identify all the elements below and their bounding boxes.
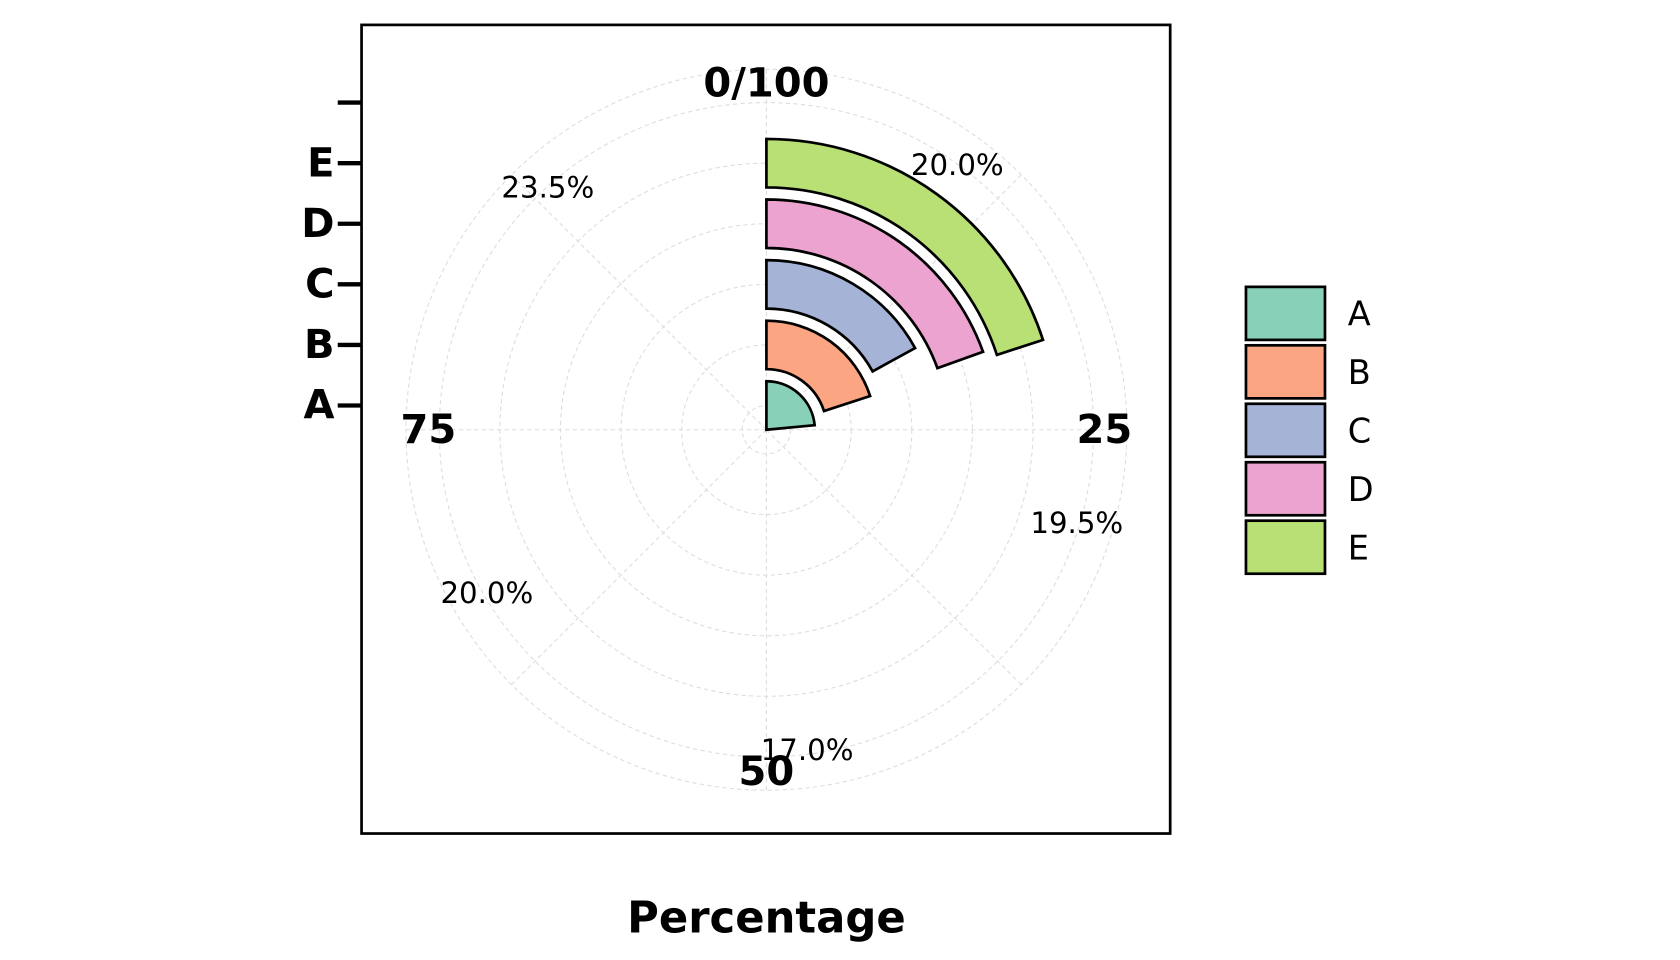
legend-swatch (1244, 402, 1327, 459)
legend-label: C (1348, 412, 1371, 451)
value-label: 23.5% (501, 171, 594, 205)
legend-swatch (1244, 343, 1327, 400)
r-tick-label: C (305, 262, 334, 308)
r-tick-label: B (304, 322, 335, 368)
bar (765, 319, 872, 413)
minor-grid-line (766, 429, 1022, 686)
minor-grid-line (511, 174, 767, 431)
x-axis-label: Percentage (627, 894, 906, 944)
legend-swatch (1244, 460, 1327, 517)
legend-label: B (1348, 353, 1371, 392)
theta-tick-label: 0/100 (703, 61, 829, 107)
theta-tick-label: 75 (401, 407, 457, 453)
value-label: 19.5% (1030, 506, 1123, 540)
legend-swatch (1244, 285, 1327, 342)
legend-label: D (1348, 470, 1374, 509)
legend-label: E (1348, 528, 1369, 567)
theta-tick-label: 50 (739, 749, 795, 795)
value-label: 20.0% (440, 576, 533, 610)
bar (765, 198, 985, 370)
legend-swatch (1244, 519, 1327, 576)
minor-grid-line (511, 429, 767, 686)
value-label: 17.0% (761, 733, 854, 767)
bar (765, 258, 917, 374)
r-tick-label: E (307, 140, 334, 186)
r-tick-label: D (301, 201, 334, 247)
bar (765, 137, 1045, 357)
value-label: 20.0% (911, 148, 1004, 182)
r-tick-label: A (303, 383, 334, 429)
legend-label: A (1348, 295, 1371, 334)
theta-tick-label: 25 (1077, 407, 1133, 453)
plot-frame (360, 23, 1172, 835)
bar (765, 379, 817, 432)
